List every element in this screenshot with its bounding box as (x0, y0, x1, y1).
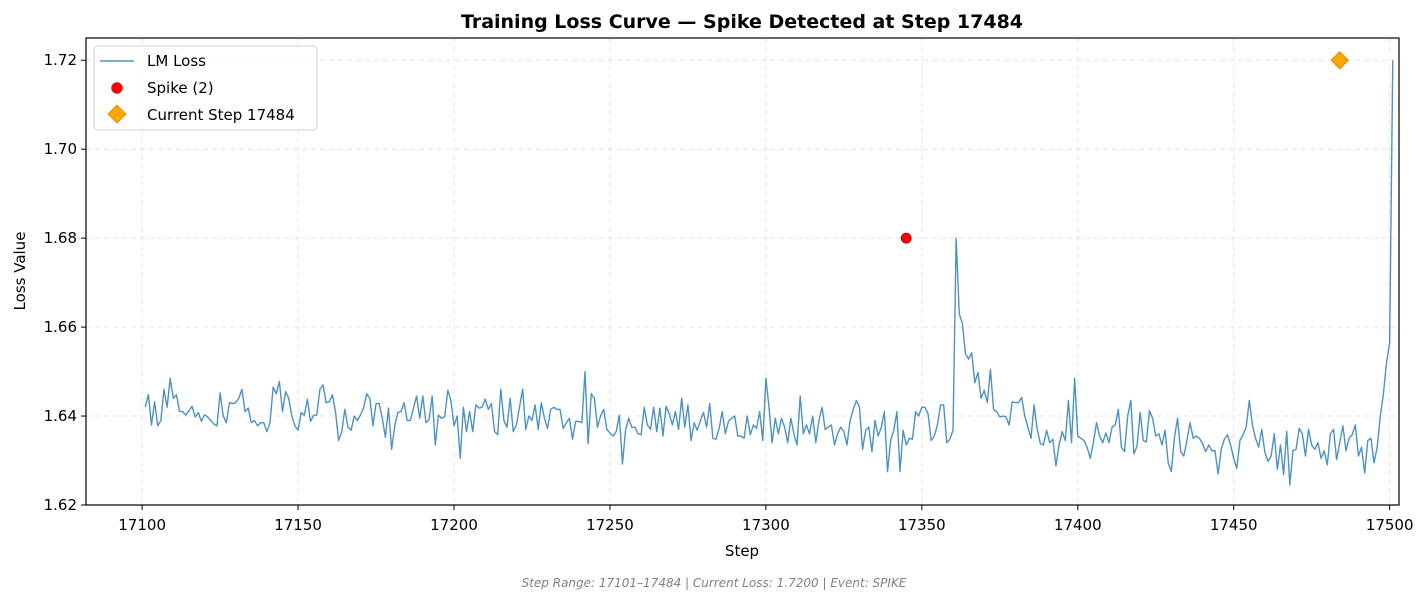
lm-loss-series-line (144, 60, 1394, 486)
legend: LM Loss Spike (2) Current Step 17484 (93, 45, 318, 131)
y-tick-label: 1.72 (44, 51, 77, 69)
series-layer (144, 60, 1394, 486)
x-axis-label: Step (725, 542, 759, 560)
chart-title: Training Loss Curve — Spike Detected at … (461, 11, 1023, 33)
x-tick-label: 17150 (274, 516, 322, 534)
x-tick-label: 17250 (586, 516, 634, 534)
legend-label-lm-loss: LM Loss (147, 52, 206, 70)
marker-layer (900, 51, 1349, 244)
y-tick-label: 1.62 (44, 496, 77, 514)
x-tick-label: 17400 (1054, 516, 1102, 534)
legend-current-swatch (107, 104, 127, 124)
x-tick-label: 17100 (118, 516, 166, 534)
y-tick-label: 1.66 (44, 318, 77, 336)
x-tick-label: 17300 (742, 516, 790, 534)
y-tick-label: 1.68 (44, 229, 77, 247)
axis-ticks: 17100 17150 17200 17250 17300 17350 17400 17450… (44, 51, 1414, 534)
x-tick-label: 17500 (1366, 516, 1414, 534)
current-step-marker (1330, 51, 1349, 70)
y-axis-label: Loss Value (11, 232, 29, 311)
y-tick-label: 1.64 (44, 407, 77, 425)
legend-label-current-step: Current Step 17484 (147, 106, 295, 124)
legend-spike-swatch (111, 82, 123, 94)
y-tick-label: 1.70 (44, 140, 77, 158)
x-tick-label: 17350 (898, 516, 946, 534)
plot-frame (85, 37, 1400, 506)
footer-note: Step Range: 17101–17484 | Current Loss: … (522, 576, 907, 590)
legend-box (93, 45, 318, 131)
spike-marker (900, 232, 912, 244)
x-tick-label: 17200 (430, 516, 478, 534)
x-tick-label: 17450 (1210, 516, 1258, 534)
legend-label-spike: Spike (2) (147, 79, 214, 97)
